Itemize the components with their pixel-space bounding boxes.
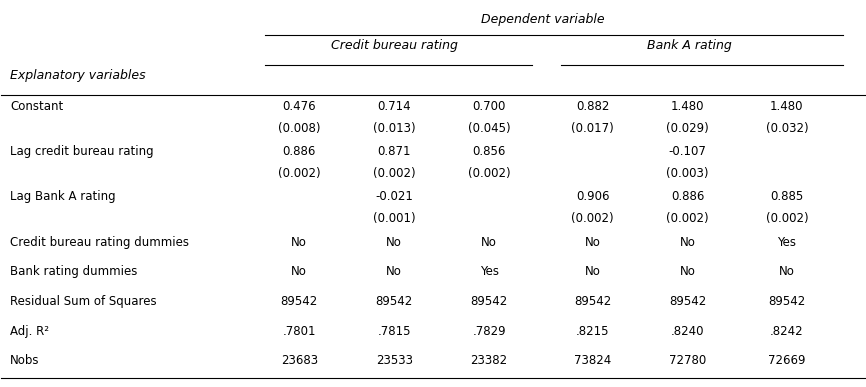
Text: 0.856: 0.856	[473, 145, 506, 158]
Text: 0.885: 0.885	[770, 190, 804, 204]
Text: 23382: 23382	[470, 354, 507, 367]
Text: No: No	[779, 265, 795, 278]
Text: (0.003): (0.003)	[667, 167, 709, 180]
Text: -0.107: -0.107	[669, 145, 707, 158]
Text: 89542: 89542	[768, 295, 805, 308]
Text: 89542: 89542	[669, 295, 707, 308]
Text: .8215: .8215	[576, 325, 610, 337]
Text: .7815: .7815	[378, 325, 410, 337]
Text: (0.029): (0.029)	[666, 122, 709, 135]
Text: No: No	[291, 265, 307, 278]
Text: (0.002): (0.002)	[572, 212, 614, 225]
Text: 0.700: 0.700	[473, 100, 506, 113]
Text: 89542: 89542	[470, 295, 507, 308]
Text: -0.021: -0.021	[375, 190, 413, 204]
Text: 0.886: 0.886	[671, 190, 704, 204]
Text: Constant: Constant	[10, 100, 63, 113]
Text: 89542: 89542	[281, 295, 318, 308]
Text: Nobs: Nobs	[10, 354, 40, 367]
Text: No: No	[585, 236, 601, 249]
Text: (0.008): (0.008)	[278, 122, 320, 135]
Text: (0.045): (0.045)	[468, 122, 510, 135]
Text: No: No	[386, 236, 402, 249]
Text: 23683: 23683	[281, 354, 318, 367]
Text: No: No	[680, 265, 695, 278]
Text: No: No	[291, 236, 307, 249]
Text: Residual Sum of Squares: Residual Sum of Squares	[10, 295, 157, 308]
Text: 1.480: 1.480	[671, 100, 704, 113]
Text: Explanatory variables: Explanatory variables	[10, 69, 145, 82]
Text: 0.476: 0.476	[282, 100, 316, 113]
Text: (0.002): (0.002)	[766, 212, 808, 225]
Text: Adj. R²: Adj. R²	[10, 325, 49, 337]
Text: (0.032): (0.032)	[766, 122, 808, 135]
Text: 0.906: 0.906	[576, 190, 610, 204]
Text: 89542: 89542	[376, 295, 413, 308]
Text: Lag credit bureau rating: Lag credit bureau rating	[10, 145, 153, 158]
Text: 72780: 72780	[669, 354, 707, 367]
Text: (0.002): (0.002)	[278, 167, 320, 180]
Text: Lag Bank A rating: Lag Bank A rating	[10, 190, 116, 204]
Text: Bank A rating: Bank A rating	[648, 39, 732, 52]
Text: No: No	[585, 265, 601, 278]
Text: Credit bureau rating: Credit bureau rating	[331, 39, 457, 52]
Text: Credit bureau rating dummies: Credit bureau rating dummies	[10, 236, 189, 249]
Text: 0.886: 0.886	[282, 145, 316, 158]
Text: 0.882: 0.882	[576, 100, 610, 113]
Text: 1.480: 1.480	[770, 100, 804, 113]
Text: Dependent variable: Dependent variable	[481, 13, 604, 26]
Text: 73824: 73824	[574, 354, 611, 367]
Text: No: No	[481, 236, 497, 249]
Text: No: No	[680, 236, 695, 249]
Text: (0.013): (0.013)	[373, 122, 416, 135]
Text: .8240: .8240	[671, 325, 704, 337]
Text: (0.002): (0.002)	[666, 212, 709, 225]
Text: (0.017): (0.017)	[572, 122, 614, 135]
Text: 72669: 72669	[768, 354, 805, 367]
Text: Bank rating dummies: Bank rating dummies	[10, 265, 138, 278]
Text: No: No	[386, 265, 402, 278]
Text: Yes: Yes	[778, 236, 797, 249]
Text: (0.002): (0.002)	[373, 167, 416, 180]
Text: (0.001): (0.001)	[373, 212, 416, 225]
Text: Yes: Yes	[480, 265, 499, 278]
Text: .8242: .8242	[770, 325, 804, 337]
Text: (0.002): (0.002)	[468, 167, 510, 180]
Text: 89542: 89542	[574, 295, 611, 308]
Text: 23533: 23533	[376, 354, 413, 367]
Text: .7829: .7829	[472, 325, 506, 337]
Text: .7801: .7801	[282, 325, 316, 337]
Text: 0.714: 0.714	[378, 100, 411, 113]
Text: 0.871: 0.871	[378, 145, 410, 158]
